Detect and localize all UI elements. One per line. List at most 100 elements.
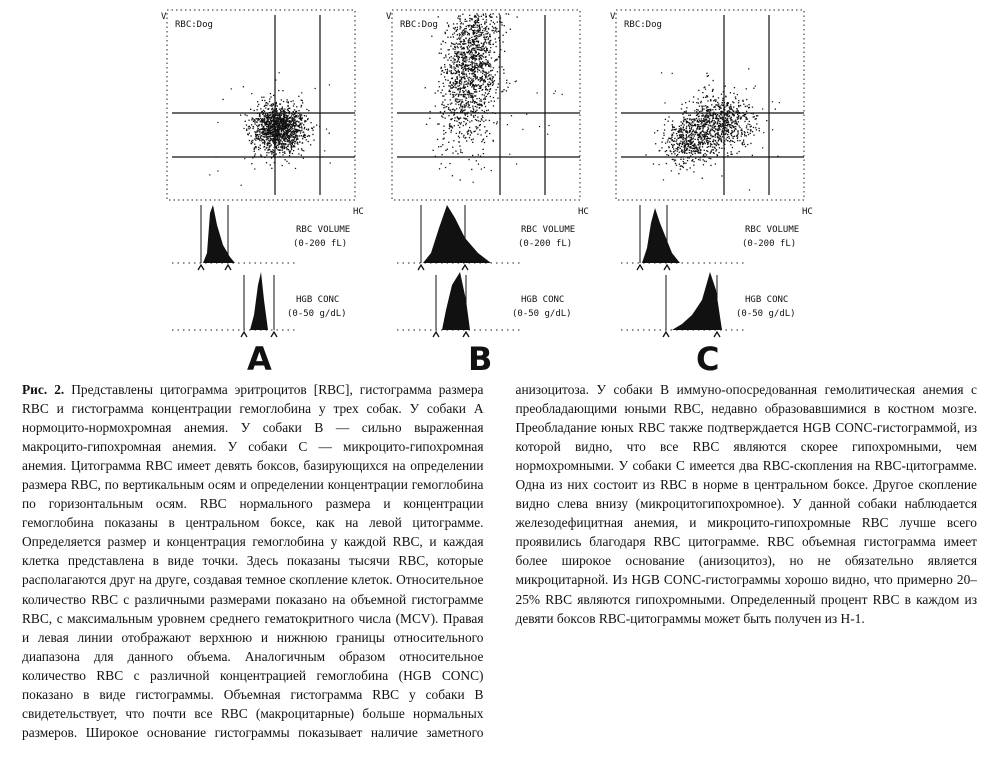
cell-dot [287,128,289,130]
cell-dot [472,26,474,28]
cell-dot [278,143,280,145]
cell-dot [488,15,491,17]
cell-dot [716,123,718,125]
cell-dot [277,140,279,142]
cell-dot [270,150,272,152]
cell-dot [269,114,271,116]
cell-dot [701,124,704,126]
cell-dot [724,127,726,129]
cell-dot [279,149,281,151]
cell-dot [680,165,682,167]
cell-dot [487,32,489,34]
cell-dot [297,125,300,128]
cell-dot [474,75,477,77]
cell-dot [489,77,492,79]
cell-dot [712,116,714,118]
cell-dot [480,49,482,52]
cell-dot [667,154,670,156]
cell-dot [449,90,451,93]
cell-dot [471,49,473,51]
cell-dot [670,170,672,172]
panel-letter: A [247,340,272,378]
cell-dot [489,63,491,65]
cell-dot [654,132,656,134]
cell-dot [693,96,695,98]
cell-dot [295,120,298,123]
cell-dot [264,132,266,134]
cell-dot [453,140,455,142]
cell-dot [464,69,467,71]
cell-dot [294,112,296,115]
cell-dot [471,82,473,84]
cell-dot [456,98,458,100]
cell-dot [286,134,288,136]
cell-dot [474,130,476,132]
cell-dot [277,123,280,126]
cell-dot [498,56,500,59]
cell-dot [480,103,483,106]
cell-dot [509,28,511,30]
cell-dot [217,121,219,124]
cell-dot [454,80,456,82]
cell-dot [483,43,485,45]
cell-dot [268,112,271,114]
cell-dot [267,137,269,139]
cell-dot [265,133,268,135]
cell-dot [260,138,262,140]
cell-dot [290,121,292,123]
cell-dot [280,119,282,122]
cell-dot [453,113,456,115]
cell-dot [291,113,293,115]
cell-dot [732,120,734,122]
cell-dot [727,117,729,119]
cell-dot [291,119,293,121]
cell-dot [457,95,460,97]
cell-dot [727,129,729,132]
cell-dot [265,116,267,118]
cell-dot [298,112,300,114]
cell-dot [292,132,294,134]
cell-dot [262,135,264,138]
cell-dot [293,117,295,119]
cell-dot [266,130,268,132]
cell-dot [263,105,265,107]
cell-dot [266,136,268,139]
cell-dot [444,117,446,119]
cell-dot [706,150,708,152]
cell-dot [734,96,737,98]
cell-dot [470,96,472,98]
cell-dot [703,135,706,137]
cell-dot [477,31,479,33]
cell-dot [289,140,291,142]
cell-dot [464,78,466,80]
cell-dot [455,100,457,102]
cell-dot [278,138,280,141]
cell-dot [473,47,475,50]
cell-dot [271,126,274,128]
cell-dot [680,140,682,142]
cell-dot [672,145,674,147]
cell-dot [703,124,706,126]
cell-dot [245,124,248,126]
cell-dot [266,132,268,134]
cell-dot [460,37,462,39]
cell-dot [683,111,686,113]
cell-dot [671,133,673,135]
cell-dot [440,52,442,54]
cell-dot [282,135,285,137]
cell-dot [733,102,735,104]
cell-dot [284,116,286,118]
cell-dot [281,133,283,135]
cell-dot [442,82,444,84]
cell-dot [445,79,447,81]
cell-dot [495,89,497,91]
cell-dot [736,93,738,96]
cell-dot [276,131,279,133]
cell-dot [761,108,764,110]
cell-dot [703,121,705,123]
cell-dot [724,125,726,127]
cell-dot [743,143,746,145]
cell-dot [488,65,490,67]
cell-dot [438,146,440,148]
cell-dot [288,140,290,142]
